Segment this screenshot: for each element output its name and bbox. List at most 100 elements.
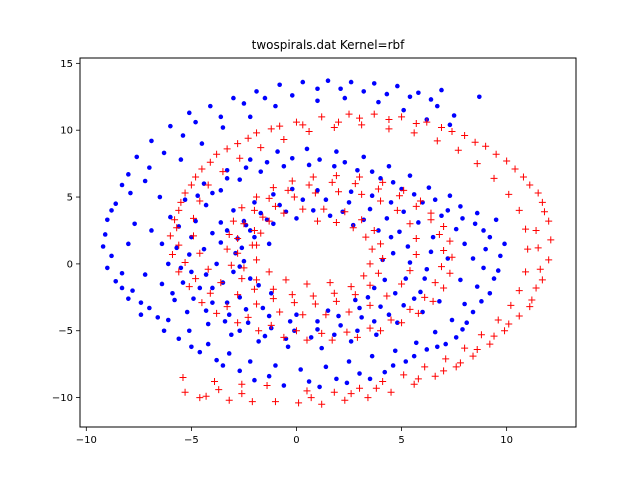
data-point-dot	[412, 354, 417, 359]
data-point-dot	[408, 173, 413, 178]
data-point-dot	[328, 213, 333, 218]
data-point-dot	[498, 254, 503, 259]
data-point-dot	[374, 332, 379, 337]
data-point-dot	[103, 232, 108, 237]
data-point-dot	[389, 200, 394, 205]
data-point-dot	[370, 169, 375, 174]
data-point-dot	[496, 268, 501, 273]
data-point-dot	[334, 149, 339, 154]
data-point-dot	[172, 298, 177, 303]
data-point-dot	[229, 332, 234, 337]
data-point-dot	[372, 81, 377, 86]
y-tick-label: 10	[60, 126, 73, 137]
data-point-dot	[193, 120, 198, 125]
data-point-dot	[166, 262, 171, 267]
data-point-dot	[277, 82, 282, 87]
data-point-dot	[109, 208, 114, 213]
data-point-dot	[403, 276, 408, 281]
data-point-dot	[305, 147, 310, 152]
data-point-dot	[433, 330, 438, 335]
data-point-dot	[429, 97, 434, 102]
data-point-dot	[418, 290, 423, 295]
data-point-dot	[181, 280, 186, 285]
data-point-dot	[347, 200, 352, 205]
data-point-dot	[168, 124, 173, 129]
data-point-dot	[237, 369, 242, 374]
data-point-dot	[143, 272, 148, 277]
data-point-dot	[221, 125, 226, 130]
data-point-dot	[204, 272, 209, 277]
data-point-dot	[448, 193, 453, 198]
data-point-dot	[439, 88, 444, 93]
data-point-dot	[275, 149, 280, 154]
data-point-dot	[408, 94, 413, 99]
data-point-dot	[200, 141, 205, 146]
data-point-dot	[282, 164, 287, 169]
data-point-dot	[433, 197, 438, 202]
data-point-dot	[290, 156, 295, 161]
data-point-dot	[458, 204, 463, 209]
data-point-dot	[448, 123, 453, 128]
data-point-dot	[488, 235, 493, 240]
data-point-dot	[368, 377, 373, 382]
data-point-dot	[317, 385, 322, 390]
data-point-dot	[370, 354, 375, 359]
data-point-dot	[332, 164, 337, 169]
data-point-dot	[263, 96, 268, 101]
data-point-dot	[475, 284, 480, 289]
data-point-dot	[401, 209, 406, 214]
data-point-dot	[187, 252, 192, 257]
data-point-dot	[147, 306, 152, 311]
data-point-dot	[240, 246, 245, 251]
data-point-dot	[225, 176, 230, 181]
x-tick-label: 5	[398, 435, 404, 446]
data-point-dot	[488, 291, 493, 296]
data-point-dot	[345, 381, 350, 386]
data-point-dot	[338, 323, 343, 328]
data-point-dot	[252, 378, 257, 383]
data-point-dot	[494, 217, 499, 222]
data-point-dot	[401, 108, 406, 113]
data-point-dot	[248, 276, 253, 281]
data-point-dot	[195, 193, 200, 198]
data-point-dot	[492, 276, 497, 281]
data-point-dot	[298, 367, 303, 372]
data-point-dot	[231, 270, 236, 275]
data-point-dot	[479, 299, 484, 304]
data-point-dot	[109, 254, 114, 259]
data-point-dot	[422, 276, 427, 281]
data-point-dot	[502, 242, 507, 247]
data-point-dot	[382, 370, 387, 375]
data-point-dot	[376, 100, 381, 105]
data-point-dot	[191, 296, 196, 301]
x-tick-label: 0	[293, 435, 299, 446]
data-point-dot	[324, 365, 329, 370]
data-point-dot	[206, 322, 211, 327]
x-tick-label: −10	[76, 435, 97, 446]
data-point-dot	[435, 104, 440, 109]
data-point-dot	[288, 319, 293, 324]
data-point-dot	[149, 139, 154, 144]
data-point-dot	[311, 208, 316, 213]
data-point-dot	[412, 296, 417, 301]
data-point-dot	[252, 235, 257, 240]
data-point-dot	[343, 160, 348, 165]
y-tick-label: 15	[60, 59, 73, 70]
data-point-dot	[361, 155, 366, 160]
data-point-dot	[475, 211, 480, 216]
data-point-dot	[460, 327, 465, 332]
data-point-dot	[443, 342, 448, 347]
data-point-dot	[424, 347, 429, 352]
data-point-dot	[353, 298, 358, 303]
data-point-dot	[105, 217, 110, 222]
data-point-dot	[179, 157, 184, 162]
data-point-dot	[160, 282, 165, 287]
data-point-dot	[252, 200, 257, 205]
data-point-dot	[170, 291, 175, 296]
data-point-dot	[258, 169, 263, 174]
data-point-dot	[359, 315, 364, 320]
data-point-dot	[206, 342, 211, 347]
data-point-dot	[214, 358, 219, 363]
data-point-dot	[378, 304, 383, 309]
data-point-dot	[355, 328, 360, 333]
